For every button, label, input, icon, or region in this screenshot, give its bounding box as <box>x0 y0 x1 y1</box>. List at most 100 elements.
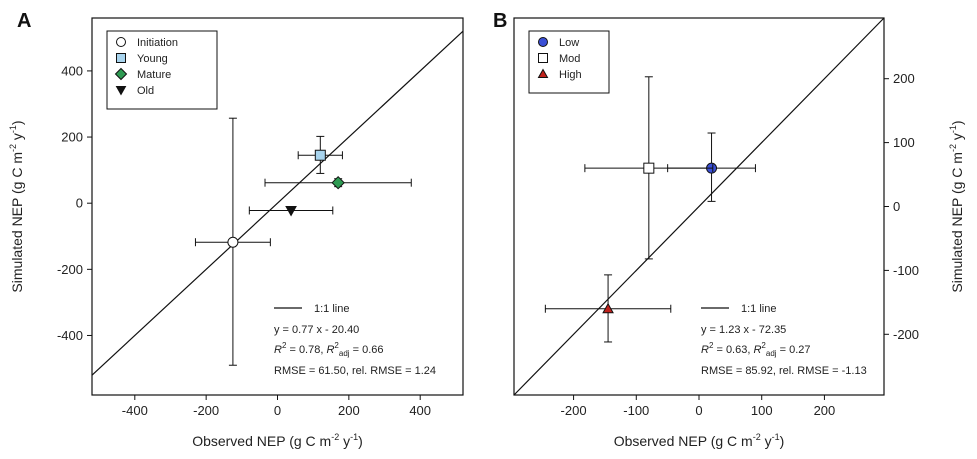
legend-label: Mature <box>137 69 171 81</box>
r2adj-value: = 0.27 <box>777 344 811 356</box>
legend-label: Old <box>137 85 154 97</box>
y-tick-label: 100 <box>893 135 915 150</box>
legend-marker <box>114 67 128 81</box>
legend-marker <box>116 53 126 63</box>
y-tick-label: 0 <box>76 196 83 211</box>
r2-sup: 2 <box>709 341 714 350</box>
y-axis-label-main: Simulated NEP (g C m <box>9 152 25 293</box>
y-axis-label-end: ) <box>9 120 25 125</box>
y-tick-label: 200 <box>893 71 915 86</box>
data-point-initiation <box>194 117 271 366</box>
y-axis-label-sup: -1 <box>8 125 18 133</box>
legend-label: Mod <box>559 53 580 65</box>
r2-value: = 0.78, <box>286 344 326 356</box>
r2adj-symbol: R <box>753 344 761 356</box>
legend-label: Initiation <box>137 37 178 49</box>
rmse-text: RMSE = 85.92, rel. RMSE = -1.13 <box>701 365 867 377</box>
one-to-one-line <box>91 30 464 376</box>
x-axis-label-mid: y <box>339 433 350 449</box>
y-tick-label: 400 <box>61 63 83 78</box>
x-tick-label: 100 <box>751 403 773 418</box>
data-point-old <box>248 205 334 217</box>
data-point-low <box>667 132 756 202</box>
x-axis-label-end: ) <box>780 433 785 449</box>
data-point-high <box>544 274 672 343</box>
r2adj-sup: 2 <box>761 341 766 350</box>
legend: Initiation Young Mature Old <box>106 30 218 110</box>
data-marker <box>285 205 297 217</box>
x-axis-label-mid: y <box>761 433 772 449</box>
y-tick-label: -400 <box>57 328 83 343</box>
x-tick-label: 0 <box>274 403 281 418</box>
legend-label: Young <box>137 53 168 65</box>
x-tick-label: 200 <box>814 403 836 418</box>
x-axis-label-end: ) <box>358 433 363 449</box>
y-tick-label: 200 <box>61 130 83 145</box>
x-axis-label: Observed NEP (g C m-2 y-1) <box>192 432 363 449</box>
r2-value: = 0.63, <box>713 344 753 356</box>
y-tick-label: 0 <box>893 199 900 214</box>
y-axis-label: Simulated NEP (g C m-2 y-1) <box>8 120 25 292</box>
x-axis-label-main: Observed NEP (g C m <box>192 433 331 449</box>
y-tick-label: -200 <box>57 262 83 277</box>
y-axis-label-sup: -2 <box>8 144 18 152</box>
y-tick-label: -100 <box>893 263 919 278</box>
regression-equation: y = 0.77 x - 20.40 <box>274 324 359 336</box>
r2-sup: 2 <box>282 341 287 350</box>
x-tick-label: 200 <box>338 403 360 418</box>
r2adj-value: = 0.66 <box>350 344 384 356</box>
y-axis-label: Simulated NEP (g C m-2 y-1) <box>948 120 965 292</box>
data-point-mature <box>264 175 412 190</box>
x-axis-label-sup: -2 <box>753 432 761 442</box>
x-tick-label: -200 <box>561 403 587 418</box>
r2adj-sup: 2 <box>334 341 339 350</box>
x-axis-label-main: Observed NEP (g C m <box>614 433 753 449</box>
r2adj-sub: adj <box>766 349 777 358</box>
data-marker <box>314 149 326 161</box>
r2-symbol: R <box>701 344 709 356</box>
y-tick-label: -200 <box>893 327 919 342</box>
data-point-young <box>297 135 343 174</box>
legend-marker <box>115 86 127 96</box>
y-axis-label-mid: y <box>949 133 965 144</box>
y-axis-label-sup: -1 <box>948 125 958 133</box>
panel-label: B <box>493 10 507 32</box>
legend-marker <box>537 68 549 78</box>
data-marker <box>643 162 655 174</box>
panel-b: B -200 -100 0 100 200 -200 -100 0 100 200 Observed … <box>493 10 965 449</box>
r2adj-sub: adj <box>339 349 350 358</box>
panel-label: A <box>17 10 31 32</box>
x-tick-label: -400 <box>122 403 148 418</box>
regression-equation: y = 1.23 x - 72.35 <box>701 324 786 336</box>
legend-marker <box>116 37 126 47</box>
data-marker <box>227 236 239 248</box>
legend-label: High <box>559 69 582 81</box>
one-to-one-legend-label: 1:1 line <box>741 303 776 315</box>
y-axis-label-mid: y <box>9 133 25 144</box>
x-tick-label: -200 <box>193 403 219 418</box>
data-point-mod <box>584 76 714 260</box>
x-tick-label: -100 <box>623 403 649 418</box>
rmse-text: RMSE = 61.50, rel. RMSE = 1.24 <box>274 365 436 377</box>
r2adj-symbol: R <box>326 344 334 356</box>
y-axis-label-main: Simulated NEP (g C m <box>949 152 965 293</box>
legend: Low Mod High <box>528 30 610 94</box>
y-axis-label-end: ) <box>949 120 965 125</box>
legend-marker <box>538 53 548 63</box>
r-squared-text: R2 = 0.78, R2adj = 0.66 <box>274 341 384 358</box>
x-tick-label: 0 <box>695 403 702 418</box>
legend-marker <box>538 37 548 47</box>
panel-a: A -400 -200 0 200 400 -400 -200 0 200 400 Observed … <box>8 10 464 449</box>
r2-symbol: R <box>274 344 282 356</box>
r-squared-text: R2 = 0.63, R2adj = 0.27 <box>701 341 811 358</box>
x-axis-label-sup: -1 <box>772 432 780 442</box>
x-tick-label: 400 <box>409 403 431 418</box>
one-to-one-line <box>513 17 885 396</box>
x-axis-label: Observed NEP (g C m-2 y-1) <box>614 432 785 449</box>
x-axis-label-sup: -1 <box>350 432 358 442</box>
one-to-one-legend-label: 1:1 line <box>314 303 349 315</box>
x-axis-label-sup: -2 <box>331 432 339 442</box>
legend-label: Low <box>559 37 579 49</box>
